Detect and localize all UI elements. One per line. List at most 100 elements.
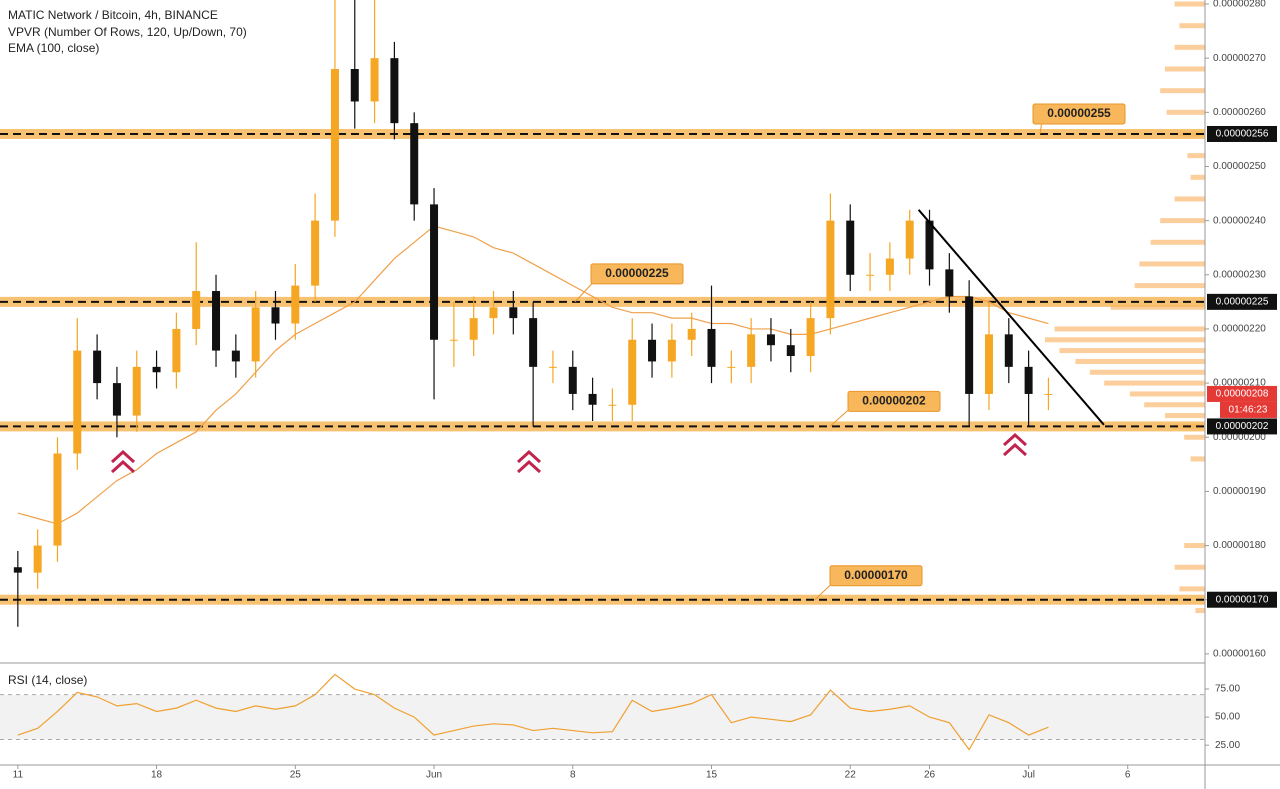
vpvr-bar bbox=[1059, 348, 1205, 354]
candle-body bbox=[885, 258, 894, 275]
candle-body bbox=[33, 545, 42, 573]
y-tick-label: 0.00000240 bbox=[1213, 215, 1266, 226]
x-tick-label: 11 bbox=[13, 770, 24, 781]
vpvr-bar bbox=[1187, 153, 1205, 159]
y-tick-label: 0.00000230 bbox=[1213, 269, 1266, 280]
vpvr-bar bbox=[1174, 196, 1205, 202]
candle-body bbox=[529, 318, 538, 367]
x-tick-label: Jul bbox=[1022, 770, 1035, 781]
x-tick-label: 18 bbox=[151, 770, 163, 781]
y-tick-label: 25.00 bbox=[1215, 740, 1240, 751]
vpvr-bar bbox=[1139, 261, 1205, 267]
y-tick-label: 50.00 bbox=[1215, 712, 1240, 723]
rsi-line bbox=[17, 673, 1049, 751]
price-tag-label: 0.00000170 bbox=[1216, 594, 1269, 605]
candle-body bbox=[965, 296, 974, 394]
indicator-label: RSI (14, close) bbox=[8, 673, 87, 687]
candle-body bbox=[489, 307, 498, 319]
vpvr-bar bbox=[1174, 1, 1205, 7]
candle-body bbox=[806, 318, 815, 357]
candle-body bbox=[984, 334, 993, 394]
vpvr-bar bbox=[1195, 608, 1205, 614]
candle-body bbox=[846, 220, 855, 275]
candle-body bbox=[112, 383, 121, 416]
trendline bbox=[917, 209, 1105, 426]
x-tick-label: 8 bbox=[570, 770, 576, 781]
y-tick-label: 0.00000250 bbox=[1213, 161, 1266, 172]
candle-body bbox=[132, 366, 141, 416]
candle-body bbox=[231, 350, 240, 362]
candle-body bbox=[945, 269, 954, 297]
countdown-label: 01:46:23 bbox=[1229, 405, 1268, 416]
vpvr-bar bbox=[1134, 283, 1205, 289]
vpvr-bar bbox=[1190, 456, 1205, 462]
candle-body bbox=[172, 328, 181, 373]
x-tick-label: Jun bbox=[426, 770, 442, 781]
vpvr-bar bbox=[1174, 564, 1205, 570]
x-tick-label: 15 bbox=[706, 770, 718, 781]
chevron bbox=[1002, 432, 1028, 447]
candle-body bbox=[667, 339, 676, 362]
candle-body bbox=[925, 220, 934, 270]
candle-body bbox=[93, 350, 102, 384]
y-tick-label: 0.00000190 bbox=[1213, 486, 1266, 497]
candle-body bbox=[73, 350, 82, 454]
vpvr-bar bbox=[1166, 109, 1205, 115]
x-tick-label: 25 bbox=[290, 770, 302, 781]
price-tag bbox=[1207, 125, 1277, 142]
candle-body bbox=[330, 68, 339, 221]
y-tick-label: 0.00000160 bbox=[1213, 649, 1266, 660]
chevron bbox=[110, 449, 136, 464]
chevron bbox=[516, 459, 542, 474]
last-price-label: 0.00000208 bbox=[1216, 389, 1269, 400]
y-tick-label: 0.00000260 bbox=[1213, 107, 1266, 118]
vpvr-bar bbox=[1075, 358, 1205, 364]
candle-body bbox=[311, 220, 320, 286]
vpvr-bar bbox=[1184, 434, 1205, 440]
indicator-label: VPVR (Number Of Rows, 120, Up/Down, 70) bbox=[8, 25, 247, 39]
candle-body bbox=[727, 366, 736, 368]
candle-body bbox=[370, 58, 379, 102]
candle-body bbox=[568, 366, 577, 394]
callout-box bbox=[590, 263, 684, 285]
candle-body bbox=[905, 220, 914, 259]
vpvr-bar bbox=[1179, 23, 1205, 29]
candle-body bbox=[152, 366, 161, 373]
candle-body bbox=[628, 339, 637, 405]
candle-body bbox=[430, 204, 439, 340]
vpvr-bar bbox=[1179, 586, 1205, 592]
x-tick-label: 22 bbox=[845, 770, 857, 781]
y-tick-label: 0.00000200 bbox=[1213, 432, 1266, 443]
callout-box bbox=[1032, 103, 1126, 125]
price-tag bbox=[1207, 293, 1277, 310]
vpvr-bar bbox=[1144, 402, 1205, 408]
price-tag bbox=[1207, 418, 1277, 435]
vpvr-bar bbox=[1089, 369, 1205, 375]
support-chevrons bbox=[110, 432, 1028, 474]
candle-body bbox=[251, 307, 260, 362]
candle-body bbox=[786, 345, 795, 357]
vpvr-bar bbox=[1150, 239, 1205, 245]
callout-box bbox=[829, 565, 923, 587]
last-price-tag bbox=[1207, 385, 1277, 402]
vpvr-bar bbox=[1184, 543, 1205, 549]
vpvr-bar bbox=[1045, 337, 1205, 343]
candle-body bbox=[390, 58, 399, 124]
ema-line bbox=[17, 225, 1049, 525]
candle-body bbox=[866, 274, 875, 276]
indicator-label: EMA (100, close) bbox=[8, 41, 99, 55]
candle-body bbox=[509, 307, 518, 319]
vpvr-bar bbox=[1160, 218, 1205, 224]
chart-title: MATIC Network / Bitcoin, 4h, BINANCE bbox=[8, 8, 218, 22]
price-tag bbox=[1207, 591, 1277, 608]
vpvr-bar bbox=[1160, 88, 1205, 94]
candle-body bbox=[766, 334, 775, 346]
vpvr-bar bbox=[1165, 66, 1205, 72]
x-tick-label: 6 bbox=[1125, 770, 1131, 781]
candle-body bbox=[13, 567, 22, 573]
candle-body bbox=[1044, 393, 1053, 395]
chevron bbox=[516, 449, 542, 464]
chevron bbox=[110, 459, 136, 474]
candle-body bbox=[588, 393, 597, 405]
